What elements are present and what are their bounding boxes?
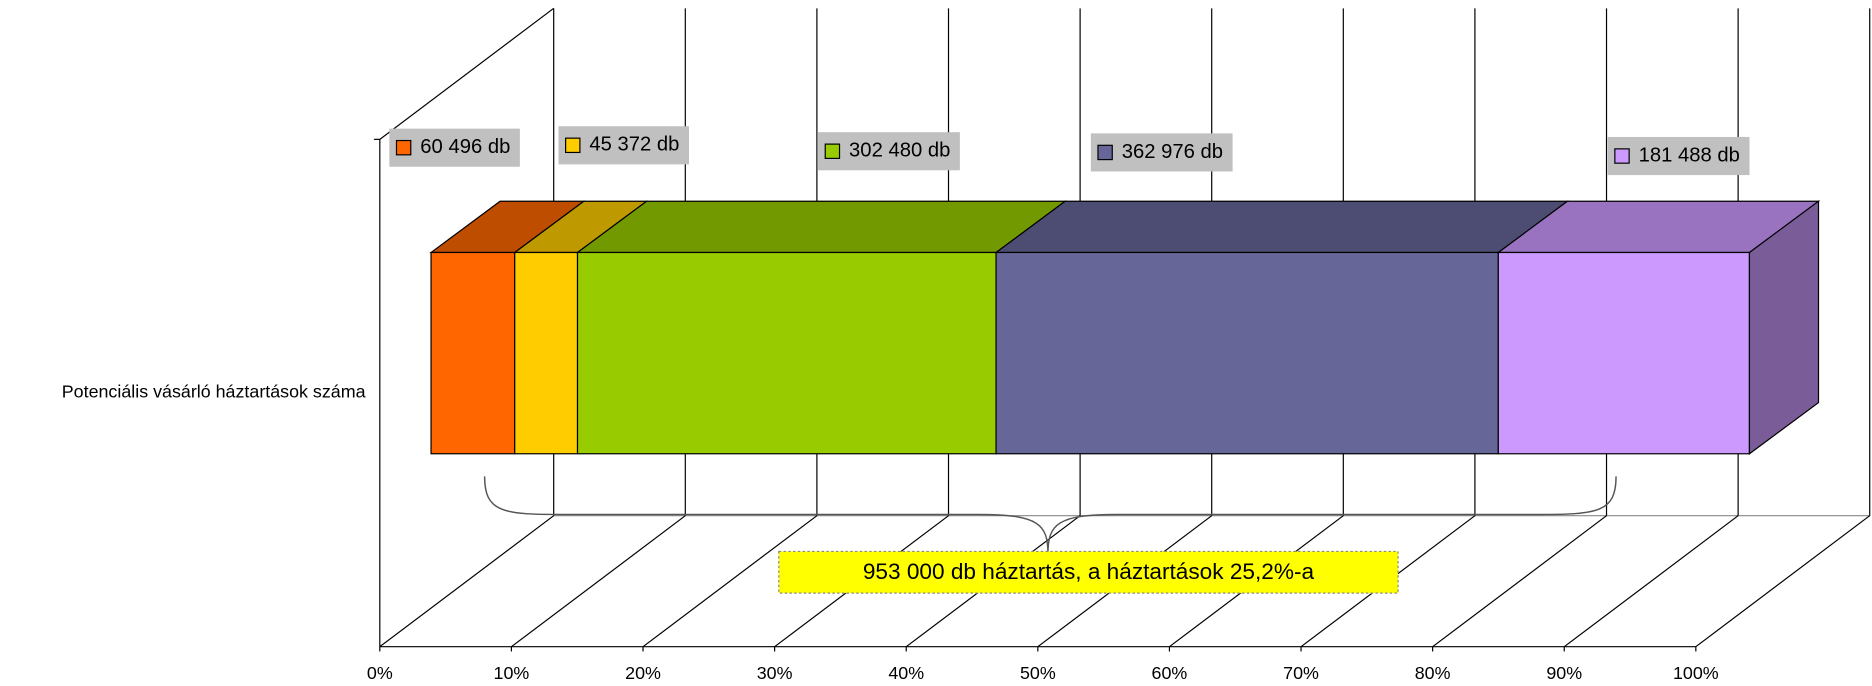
annotation-box [778,550,1399,594]
floor-line [379,515,555,648]
bar-side [1748,200,1820,455]
bar-top [994,200,1570,254]
floor-line [642,515,818,648]
floor-line [511,515,686,648]
x-tick-label: 0% [367,663,393,683]
x-tick-label: 50% [1020,663,1056,683]
value-label: 302 480 db [849,140,950,162]
x-tick-label: 90% [1546,663,1582,683]
floor-line [1563,515,1739,648]
bar [1497,251,1751,455]
annotation: 953 000 db háztartás, a háztartások 25,2… [863,559,1315,584]
x-tick-label: 100% [1673,663,1719,683]
value-label-swatch [824,143,841,159]
y-tick-label: Potenciális vásárló háztartások száma [62,382,366,402]
brace [483,476,1617,554]
value-label-swatch [1097,144,1113,161]
bar [995,251,1499,455]
value-label: 45 372 db [589,134,679,156]
x-tick-label: 70% [1283,663,1319,683]
floor-line [1695,515,1871,648]
value-label-swatch [395,139,412,156]
value-label: 60 496 db [420,136,510,158]
value-label-box [818,132,960,171]
x-tick-label: 60% [1152,663,1188,683]
x-tick-label: 20% [625,663,661,683]
floor-line [1432,515,1607,648]
x-tick-label: 80% [1415,663,1451,683]
x-tick-label: 40% [888,663,924,683]
value-label-box [1607,136,1750,176]
wall-top [379,7,555,140]
value-label-swatch [565,137,581,154]
x-tick-label: 30% [757,663,793,683]
value-label-swatch [1614,148,1630,164]
value-label-box [1090,133,1233,172]
bar-top [575,200,1067,254]
x-tick-label: 10% [494,663,530,683]
value-label: 362 976 db [1122,141,1223,163]
value-label: 181 488 db [1639,144,1740,166]
bar [514,251,579,455]
bar [430,251,516,455]
bar [576,251,997,455]
